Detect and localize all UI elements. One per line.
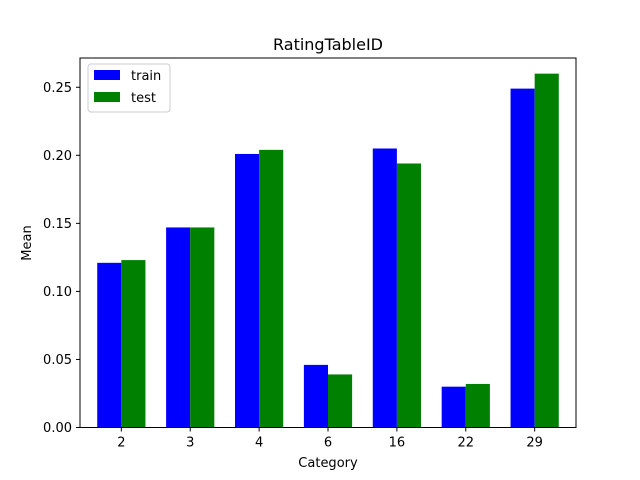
x-tick-label: 22	[458, 436, 475, 451]
y-tick-label: 0.15	[43, 217, 72, 232]
bar-test-22	[465, 383, 490, 428]
bar-test-2	[121, 260, 146, 428]
plot-frame	[79, 57, 577, 428]
bar-test-29	[534, 73, 559, 428]
legend: train test	[87, 63, 171, 113]
y-tick-label: 0.20	[43, 149, 72, 164]
legend-label-train: train	[131, 69, 161, 84]
x-tick-label: 3	[186, 436, 194, 451]
bar-test-4	[259, 149, 284, 428]
bar-train-3	[166, 227, 191, 428]
bar-train-16	[372, 148, 397, 428]
bar-test-16	[396, 163, 421, 428]
y-tick-label: 0.05	[43, 353, 72, 368]
x-tick-label: 2	[117, 436, 125, 451]
legend-swatch-test	[94, 92, 120, 102]
chart-title: RatingTableID	[273, 35, 383, 54]
bars-group	[97, 73, 559, 428]
y-tick-label: 0.10	[43, 285, 72, 300]
legend-label-test: test	[131, 91, 156, 106]
bar-test-6	[328, 374, 353, 428]
bar-test-3	[190, 227, 215, 428]
bar-train-6	[303, 364, 328, 428]
bar-train-29	[510, 88, 535, 428]
x-axis-label: Category	[298, 456, 358, 471]
x-tick-label: 16	[389, 436, 406, 451]
y-axis-ticks: 0.00 0.05 0.10 0.15 0.20 0.25	[43, 81, 80, 436]
x-axis-ticks: 2 3 4 6 16 22 29	[117, 427, 543, 451]
x-tick-label: 6	[324, 436, 332, 451]
x-tick-label: 29	[526, 436, 543, 451]
bar-train-2	[97, 262, 122, 428]
x-tick-label: 4	[255, 436, 263, 451]
y-tick-label: 0.25	[43, 81, 72, 96]
bar-train-4	[235, 153, 260, 428]
legend-swatch-train	[94, 70, 120, 80]
y-axis-label: Mean	[20, 225, 35, 260]
y-tick-label: 0.00	[43, 421, 72, 436]
bar-train-22	[441, 386, 466, 428]
